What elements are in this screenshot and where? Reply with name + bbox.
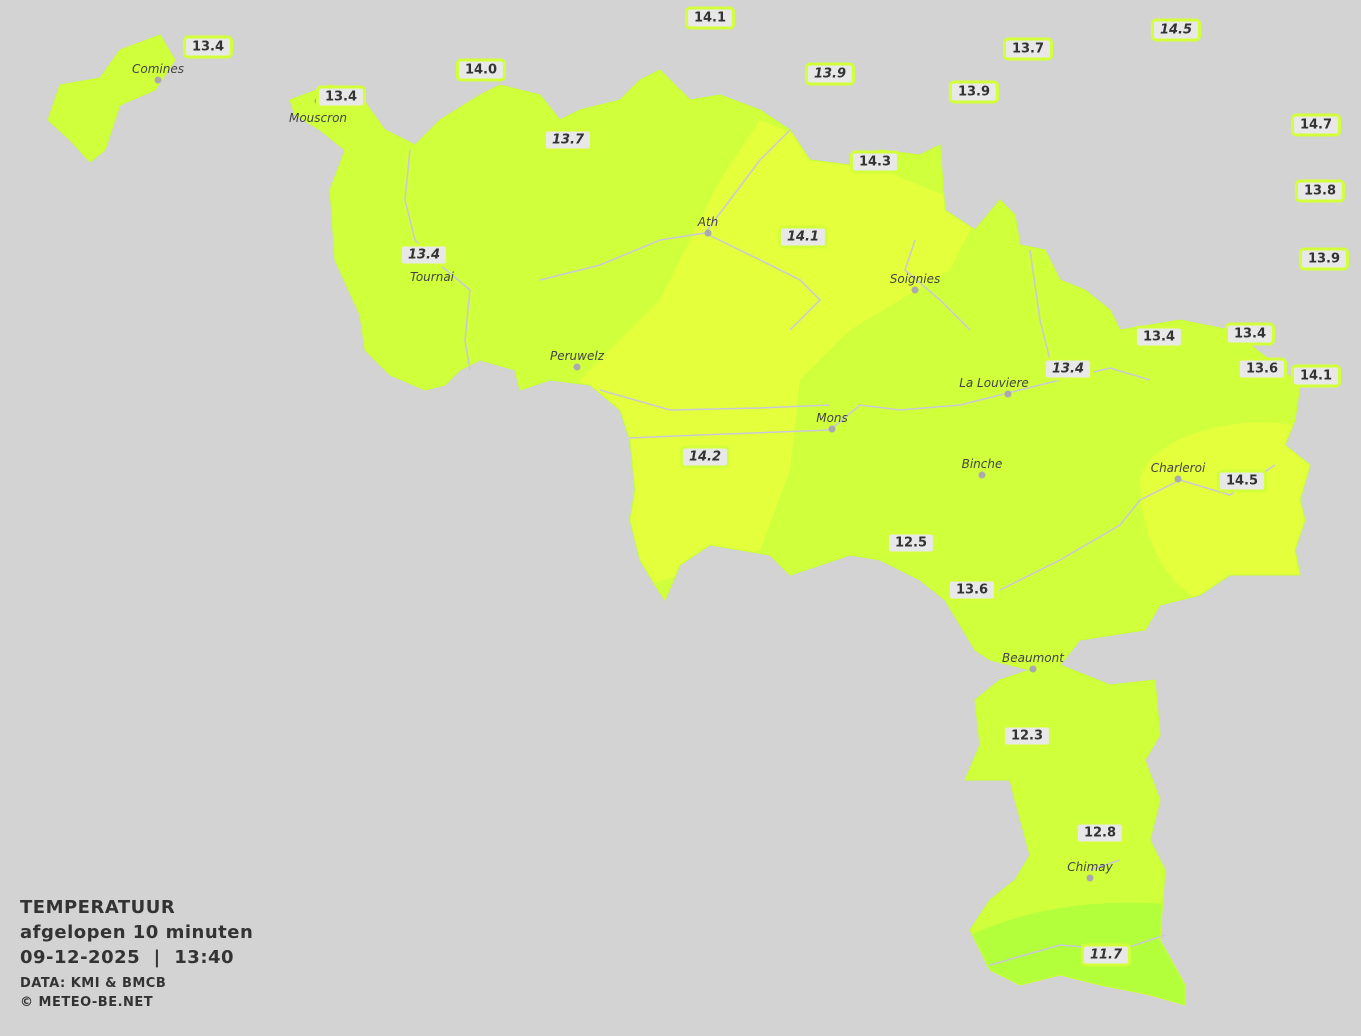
station-temperature-label[interactable]: 14.0 [455,58,507,82]
city-dot [828,425,836,433]
station-temperature-label[interactable]: 13.4 [1042,357,1094,381]
station-temperature-label[interactable]: 13.4 [1224,322,1276,346]
station-temperature-label[interactable]: 13.4 [1133,325,1185,349]
station-temperature-label[interactable]: 12.8 [1074,821,1126,845]
city-dot [1174,475,1182,483]
station-temperature-label[interactable]: 13.4 [315,85,367,109]
station-temperature-label[interactable]: 13.9 [1298,247,1350,271]
station-temperature-label[interactable]: 13.4 [182,35,234,59]
station-temperature-label[interactable]: 13.8 [1294,179,1346,203]
station-temperature-label[interactable]: 12.5 [885,531,937,555]
city-label: Chimay [1067,860,1113,874]
city-label: Ath [697,215,719,229]
station-temperature-label[interactable]: 14.3 [849,150,901,174]
city-label: Beaumont [1002,651,1064,665]
station-temperature-label[interactable]: 14.5 [1150,18,1202,42]
city-dot [1004,390,1012,398]
station-temperature-label[interactable]: 14.1 [777,225,829,249]
city-label: La Louviere [959,376,1029,390]
city-dot [978,471,986,479]
station-temperature-label[interactable]: 14.1 [1290,364,1342,388]
copyright: © METEO-BE.NET [20,995,154,1010]
city-dot [1086,874,1094,882]
station-temperature-label[interactable]: 13.4 [398,243,450,267]
station-temperature-label[interactable]: 13.9 [948,80,1000,104]
city-dot [154,76,162,84]
station-temperature-label[interactable]: 14.5 [1216,469,1268,493]
station-temperature-label[interactable]: 14.1 [684,6,736,30]
city-label: Tournai [409,270,455,284]
city-label: Charleroi [1150,461,1206,475]
map-subtitle: afgelopen 10 minuten [20,922,254,943]
city-label: Binche [961,457,1003,471]
city-label: Comines [132,62,184,76]
station-temperature-label[interactable]: 13.9 [804,62,856,86]
city-label: Peruwelz [550,349,604,363]
data-source: DATA: KMI & BMCB [20,976,167,991]
city-label: Mouscron [288,111,348,125]
city-label: Soignies [889,272,941,286]
city-label: Mons [816,411,848,425]
city-dot [573,363,581,371]
station-temperature-label[interactable]: 14.7 [1290,113,1342,137]
station-temperature-label[interactable]: 11.7 [1080,943,1132,967]
city-dot [911,286,919,294]
station-temperature-label[interactable]: 13.6 [946,578,998,602]
station-temperature-label[interactable]: 13.6 [1236,357,1288,381]
station-temperature-label[interactable]: 13.7 [542,128,594,152]
map-datetime: 09-12-2025 | 13:40 [20,947,235,968]
station-temperature-label[interactable]: 14.2 [679,445,731,469]
map-title: TEMPERATUUR [20,897,176,918]
station-temperature-label[interactable]: 13.7 [1002,37,1054,61]
zone-14-charleroi [1140,422,1310,600]
station-temperature-label[interactable]: 12.3 [1001,724,1053,748]
zone-14-west [580,120,980,600]
city-dot [1029,665,1037,673]
city-dot [704,229,712,237]
map-legend: TEMPERATUUR afgelopen 10 minuten 09-12-2… [20,895,253,1012]
